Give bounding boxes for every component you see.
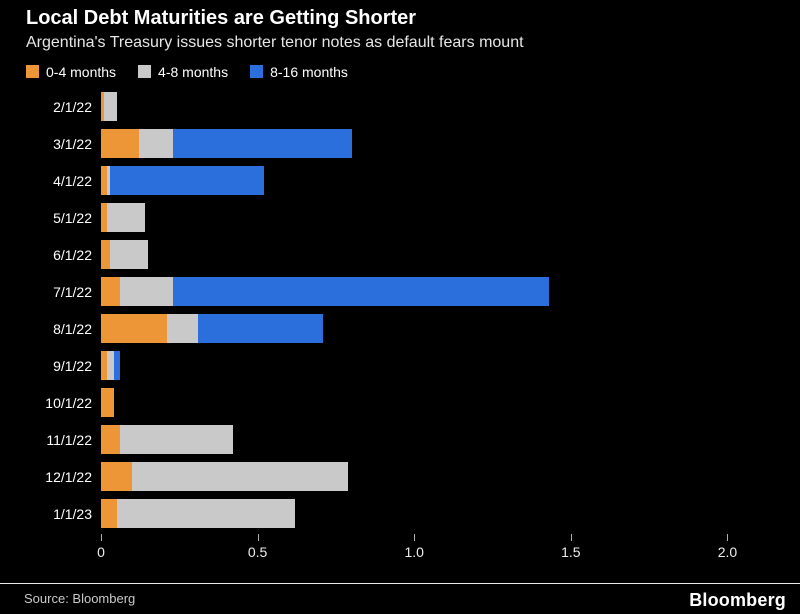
bar-track [101, 388, 740, 417]
legend-label: 8-16 months [270, 63, 348, 80]
footer: Source: Bloomberg Bloomberg [0, 583, 800, 614]
x-tick [101, 534, 102, 541]
bar-segment-4-8-months [119, 277, 174, 306]
bar-segment-4-8-months [132, 462, 349, 491]
bar-segment-4-8-months [104, 92, 117, 121]
bar-segment-4-8-months [119, 425, 233, 454]
bar-segment-8-16-months [173, 277, 549, 306]
bar-segment-0-4-months [101, 129, 139, 158]
x-axis-line: 0 0.5 1.0 1.5 2.0 [97, 532, 740, 566]
chart-subtitle: Argentina's Treasury issues shorter teno… [26, 34, 524, 51]
bar-track [101, 92, 740, 121]
x-tick [257, 534, 259, 541]
bar-track [101, 240, 740, 269]
x-tick-label: 1.0 [404, 544, 424, 560]
category-label: 6/1/22 [53, 246, 92, 263]
x-tick-label: 1.5 [561, 544, 581, 560]
bar-segment-4-8-months [116, 499, 296, 528]
bar-row: 7/1/22 [26, 273, 740, 310]
x-tick [727, 534, 729, 541]
bar-segment-0-4-months [101, 462, 133, 491]
bar-segment-8-16-months [173, 129, 352, 158]
bar-segment-0-4-months [101, 499, 117, 528]
legend-swatch [250, 65, 264, 78]
legend-item: 8-16 months [250, 64, 348, 80]
bar-row: 3/1/22 [26, 125, 740, 162]
category-label: 11/1/22 [46, 431, 92, 448]
legend: 0-4 months 4-8 months 8-16 months [26, 64, 800, 80]
bar-track [101, 277, 740, 306]
bar-row: 8/1/22 [26, 310, 740, 347]
bar-segment-4-8-months [107, 166, 111, 195]
bar-track [101, 314, 740, 343]
bar-segment-4-8-months [138, 129, 174, 158]
category-label: 10/1/22 [45, 394, 92, 411]
x-axis: 0 0.5 1.0 1.5 2.0 [26, 532, 740, 566]
bar-segment-0-4-months [101, 240, 111, 269]
bar-row: 10/1/22 [26, 384, 740, 421]
bar-row: 5/1/22 [26, 199, 740, 236]
category-label: 8/1/22 [53, 320, 92, 337]
bar-segment-0-4-months [101, 203, 108, 232]
bar-segment-0-4-months [101, 388, 114, 417]
bar-segment-4-8-months [107, 351, 114, 380]
bar-segment-0-4-months [101, 425, 120, 454]
category-label: 1/1/23 [53, 505, 92, 522]
bar-segment-4-8-months [110, 240, 148, 269]
chart-title: Local Debt Maturities are Getting Shorte… [26, 7, 417, 29]
x-tick [414, 534, 416, 541]
bar-row: 2/1/22 [26, 88, 740, 125]
x-axis-spacer [26, 532, 101, 566]
x-tick-label: 0 [97, 544, 105, 560]
bar-segment-0-4-months [101, 277, 120, 306]
bar-track [101, 129, 740, 158]
plot-area: 2/1/22 3/1/22 4/1/22 5/1/22 6/1/22 7/1/22 8/1/… [26, 88, 740, 566]
legend-item: 4-8 months [138, 64, 228, 80]
legend-item: 0-4 months [26, 64, 116, 80]
category-label: 9/1/22 [53, 357, 92, 374]
bar-segment-8-16-months [198, 314, 324, 343]
bar-row: 11/1/22 [26, 421, 740, 458]
x-tick [570, 534, 572, 541]
bar-track [101, 351, 740, 380]
bar-track [101, 499, 740, 528]
legend-label: 4-8 months [158, 63, 229, 80]
category-label: 5/1/22 [53, 209, 92, 226]
category-label: 7/1/22 [53, 283, 92, 300]
legend-swatch [26, 65, 39, 78]
bar-row: 6/1/22 [26, 236, 740, 273]
bar-row: 4/1/22 [26, 162, 740, 199]
category-label: 3/1/22 [53, 135, 92, 152]
bar-segment-0-4-months [101, 314, 167, 343]
x-tick-label: 2.0 [717, 544, 738, 560]
bar-segment-8-16-months [113, 351, 120, 380]
category-label: 4/1/22 [53, 172, 92, 189]
bar-segment-0-4-months [101, 166, 108, 195]
legend-label: 0-4 months [46, 63, 117, 80]
source-credit: Source: Bloomberg [24, 591, 136, 606]
bar-segment-4-8-months [107, 203, 145, 232]
bar-segment-0-4-months [101, 351, 108, 380]
chart-header: Local Debt Maturities are Getting Shorte… [0, 0, 800, 54]
bar-row: 12/1/22 [26, 458, 740, 495]
category-label: 12/1/22 [45, 468, 92, 485]
bar-row: 9/1/22 [26, 347, 740, 384]
bar-track [101, 462, 740, 491]
bar-track [101, 203, 740, 232]
bar-segment-4-8-months [166, 314, 199, 343]
bloomberg-logo: Bloomberg [689, 590, 786, 610]
bar-track [101, 166, 740, 195]
legend-swatch [138, 65, 152, 78]
bar-rows: 2/1/22 3/1/22 4/1/22 5/1/22 6/1/22 7/1/22 8/1/… [26, 88, 740, 532]
category-label: 2/1/22 [53, 98, 92, 115]
bar-row: 1/1/23 [26, 495, 740, 532]
bar-segment-8-16-months [110, 166, 264, 195]
bar-segment-0-4-months [101, 92, 105, 121]
bar-track [101, 425, 740, 454]
x-tick-label: 0.5 [247, 544, 268, 560]
